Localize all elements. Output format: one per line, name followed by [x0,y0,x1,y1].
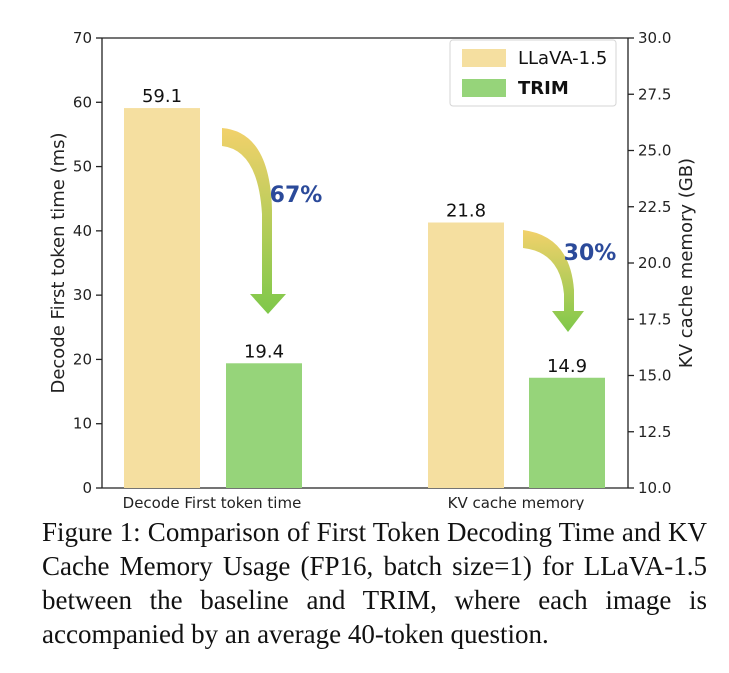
right-axis-title: KV cache memory (GB) [676,158,697,368]
legend-swatch-trim [462,79,506,97]
right-tick-label: 10.0 [638,479,671,497]
right-axis-ticks: 10.0 12.5 15.0 17.5 20.0 22.5 25.0 27.5 30.0 [628,29,671,497]
right-tick-label: 20.0 [638,254,671,272]
figure-caption: Figure 1: Comparison of First Token Deco… [42,517,707,649]
legend: LLaVA-1.5 TRIM [449,39,617,107]
left-axis-title: Decode First token time (ms) [48,132,69,393]
right-tick-label: 12.5 [638,423,671,441]
data-label: 19.4 [244,341,284,362]
right-tick-label: 27.5 [638,85,671,103]
bar-chart: 0 10 20 30 40 50 60 70 10.0 12.5 15.0 17.5 20.0 22.5… [48,29,697,510]
legend-swatch-llava [462,49,506,67]
left-tick-label: 30 [73,286,92,304]
left-tick-label: 70 [73,29,92,47]
left-tick-label: 60 [73,93,92,111]
category-label-decode: Decode First token time [123,494,302,510]
left-tick-label: 40 [73,222,92,240]
legend-label-trim: TRIM [518,78,569,99]
left-tick-label: 10 [73,415,92,433]
right-tick-label: 22.5 [638,198,671,216]
bar-llava-decode [124,108,200,489]
bar-trim-decode [226,363,302,488]
right-tick-label: 25.0 [638,142,671,160]
data-label: 21.8 [446,201,486,222]
reduction-arrow-decode [222,128,286,314]
data-label: 14.9 [547,356,587,377]
bars-group [124,108,605,489]
right-tick-label: 17.5 [638,310,671,328]
right-tick-label: 30.0 [638,29,671,47]
bar-trim-kv [529,377,605,488]
bar-llava-kv [428,222,504,488]
category-label-kv: KV cache memory [448,494,585,510]
data-labels-group: 59.1 19.4 21.8 14.9 [142,86,587,377]
data-label: 59.1 [142,86,182,107]
left-tick-label: 0 [82,479,92,497]
reduction-arrow-kv [523,230,584,332]
left-axis-ticks: 0 10 20 30 40 50 60 70 [73,29,102,497]
left-tick-label: 20 [73,350,92,368]
left-tick-label: 50 [73,158,92,176]
reduction-label-kv: 30% [564,241,617,266]
reduction-label-decode: 67% [270,183,323,208]
legend-label-llava: LLaVA-1.5 [518,48,607,69]
right-tick-label: 15.0 [638,367,671,385]
